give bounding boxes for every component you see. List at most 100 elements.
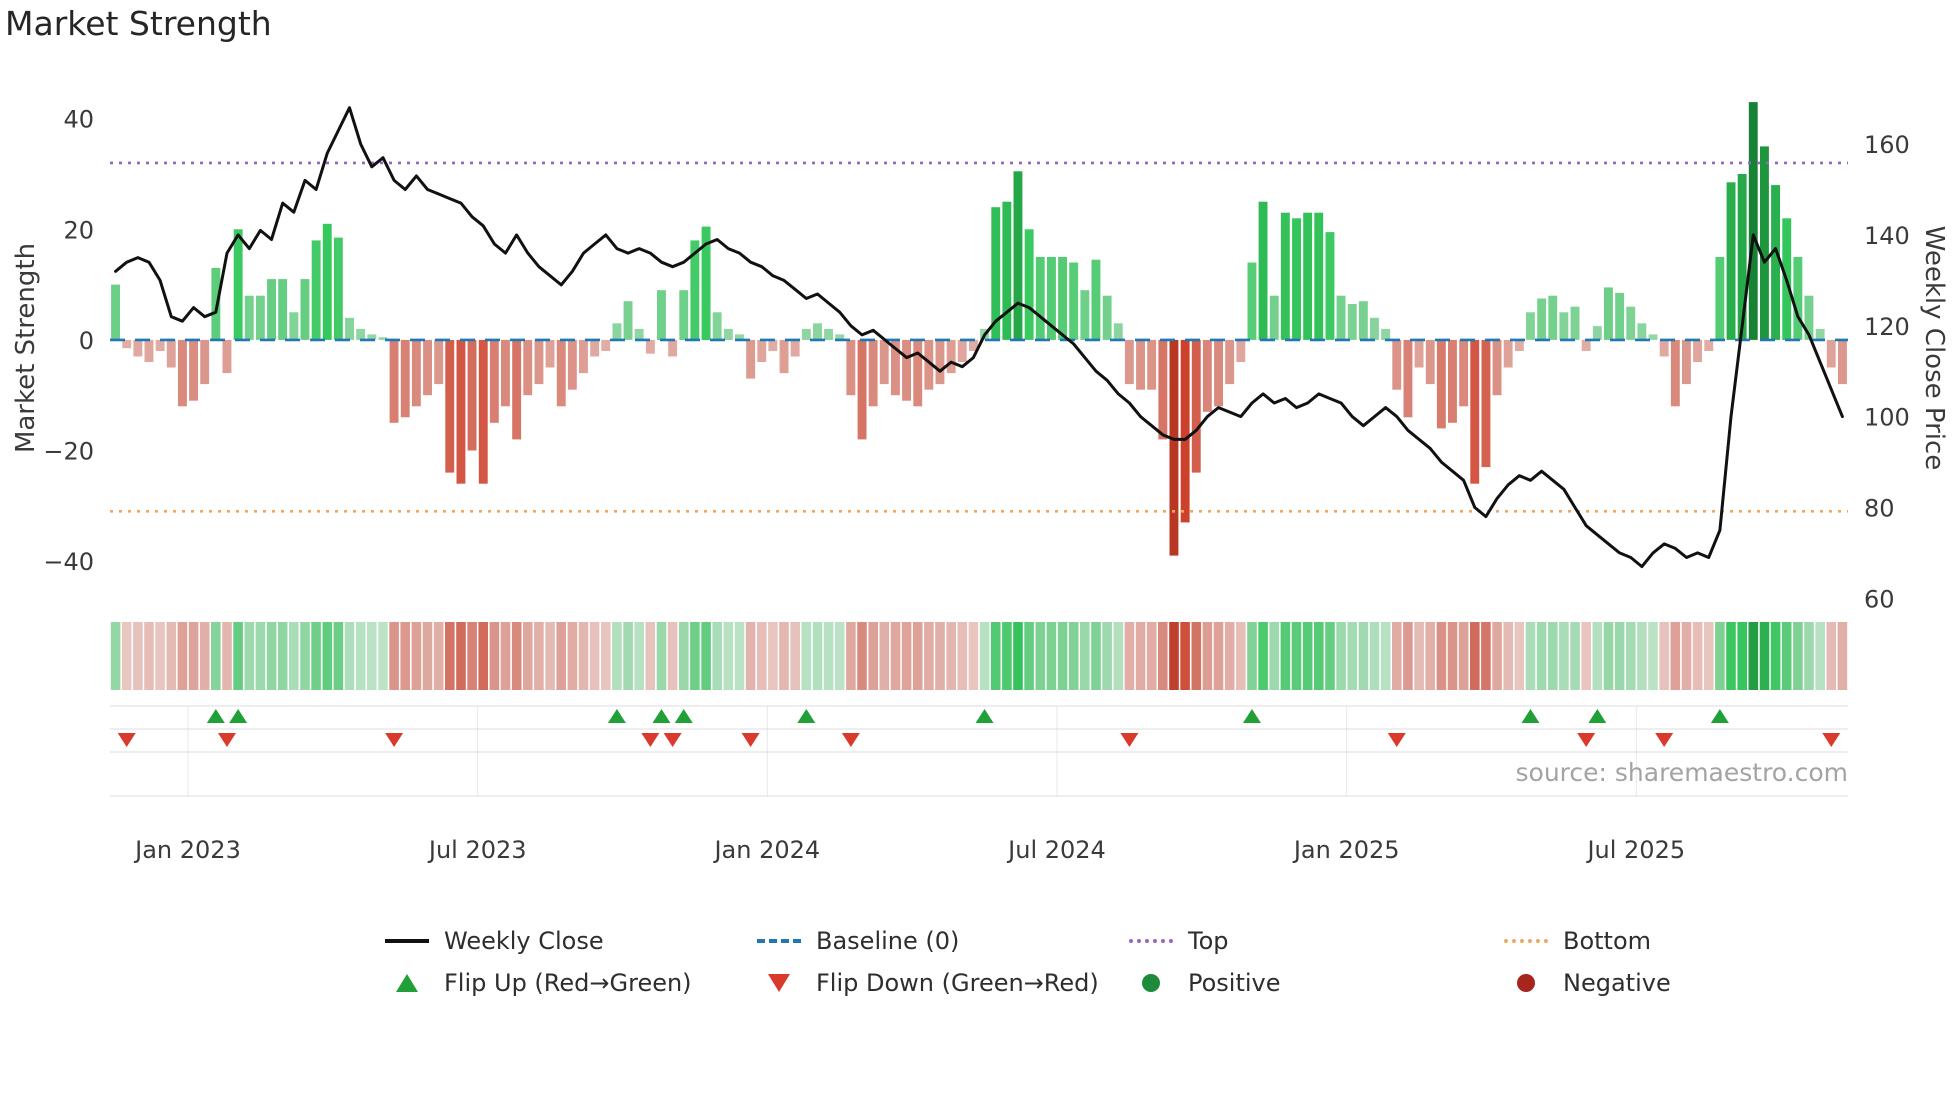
strength-bar <box>1336 295 1346 340</box>
strength-bar <box>467 339 477 451</box>
legend-item-flip-down: Flip Down (Green→Red) <box>757 964 1129 1002</box>
heatmap-cell <box>1525 622 1536 690</box>
top-line-swatch <box>1129 939 1173 943</box>
heatmap-cell <box>801 622 812 690</box>
heatmap-cell <box>1603 622 1614 690</box>
heatmap-cell <box>367 622 377 690</box>
heatmap-cell <box>1380 622 1391 690</box>
strength-bar <box>1615 292 1625 340</box>
x-tick-label: Jul 2025 <box>1585 836 1685 864</box>
heatmap-cell <box>289 622 299 690</box>
heatmap-cell <box>1224 622 1235 690</box>
strength-bar <box>757 339 767 362</box>
strength-bar <box>1626 306 1636 340</box>
strength-bar <box>1370 317 1379 340</box>
heatmap-cell <box>1659 622 1669 690</box>
strength-bar <box>712 312 722 340</box>
heatmap-cell <box>1692 622 1703 690</box>
heatmap-cell <box>511 622 522 690</box>
heatmap-cell <box>924 622 934 690</box>
heatmap-cell <box>1458 622 1469 690</box>
heatmap-cell <box>1793 622 1803 690</box>
flip-up-marker <box>1521 709 1540 723</box>
heatmap-cell <box>1113 622 1124 690</box>
heatmap-cell <box>121 622 132 690</box>
heatmap-cell <box>1124 622 1135 690</box>
heatmap-cell <box>1759 622 1770 690</box>
flip-up-marker <box>1242 709 1261 723</box>
strength-bar <box>1682 339 1691 385</box>
strength-bar <box>1002 201 1012 340</box>
strength-bar <box>166 339 176 368</box>
heatmap-cell <box>1302 622 1313 690</box>
heatmap-cell <box>712 622 722 690</box>
strength-bar <box>1191 339 1201 473</box>
strength-bar <box>144 339 154 362</box>
y-tick-label-left: 20 <box>63 216 94 244</box>
strength-bar <box>278 279 288 340</box>
strength-bar <box>1035 257 1045 340</box>
heatmap-cell <box>177 622 188 690</box>
heatmap-cell <box>757 622 767 690</box>
strength-bar <box>590 339 600 357</box>
flip-down-marker <box>741 733 760 747</box>
heatmap-cell <box>1280 622 1291 690</box>
heatmap-cell <box>1815 622 1825 690</box>
strength-bar <box>1481 339 1491 468</box>
heatmap-cell <box>1269 622 1279 690</box>
strength-bar <box>556 339 566 407</box>
strength-bar <box>1771 185 1780 340</box>
heatmap-cell <box>1102 622 1112 690</box>
heatmap-cell <box>523 622 533 690</box>
strength-bar <box>1113 323 1123 340</box>
heatmap-cell <box>155 622 165 690</box>
heatmap-cell <box>1068 622 1079 690</box>
heatmap-cell <box>311 622 321 690</box>
strength-bar <box>701 226 711 340</box>
heatmap-cell <box>1013 622 1023 690</box>
heatmap-cell <box>478 622 488 690</box>
strength-bar <box>133 339 143 357</box>
strength-bar <box>378 337 388 340</box>
heatmap-cell <box>1703 622 1714 690</box>
heatmap-cell <box>634 622 644 690</box>
strength-bar <box>1269 295 1279 340</box>
heatmap-cell <box>1670 622 1681 690</box>
heatmap-cell <box>968 622 979 690</box>
heatmap-cell <box>946 622 956 690</box>
heatmap-cell <box>266 622 277 690</box>
heatmap-cell <box>166 622 177 690</box>
strength-bar <box>1247 262 1257 340</box>
strength-bar <box>1069 262 1079 340</box>
heatmap-cell <box>567 622 578 690</box>
strength-bar <box>1436 339 1446 429</box>
strength-bar <box>1581 339 1591 351</box>
legend-label-positive: Positive <box>1188 969 1281 997</box>
flip-down-marker-swatch <box>757 974 801 992</box>
heatmap-cell <box>734 622 745 690</box>
strength-bar <box>1693 339 1702 362</box>
strength-bar <box>1080 290 1090 340</box>
heatmap-cell <box>400 622 410 690</box>
strength-bar <box>255 295 265 340</box>
heatmap-cell <box>1236 622 1246 690</box>
source-credit: source: sharemaestro.com <box>1515 758 1849 787</box>
x-tick-label: Jul 2023 <box>427 836 527 864</box>
strength-bar <box>623 301 633 340</box>
heatmap-cell <box>411 622 422 690</box>
strength-bar <box>1325 232 1335 340</box>
strength-bar <box>868 339 878 407</box>
heatmap-cell <box>890 622 901 690</box>
heatmap-cell <box>812 622 823 690</box>
strength-bar <box>222 339 232 374</box>
positive-dot-swatch <box>1129 974 1173 992</box>
heatmap-cell <box>779 622 789 690</box>
strength-bar <box>1659 339 1669 357</box>
heatmap-cell <box>344 622 355 690</box>
heatmap-cell <box>1626 622 1636 690</box>
strength-bar <box>1047 257 1056 340</box>
heatmap-cell <box>1057 622 1068 690</box>
heatmap-cell <box>834 622 845 690</box>
blue-dashed-line-icon <box>757 939 801 943</box>
